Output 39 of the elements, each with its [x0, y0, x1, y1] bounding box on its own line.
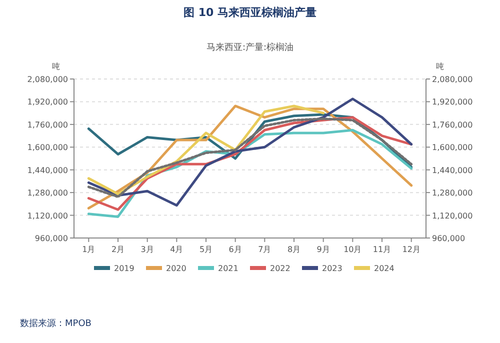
x-tick-label: 3月 — [140, 245, 154, 254]
x-tick-label: 9月 — [316, 245, 330, 254]
y-tick-label: 960,000 — [34, 234, 68, 243]
chart-subtitle: 马来西亚:产量:棕榈油 — [206, 42, 294, 53]
y-tick-label: 1,920,000 — [27, 98, 68, 107]
y2-tick-label: 1,280,000 — [432, 188, 473, 198]
y2-tick-label: 1,600,000 — [432, 143, 473, 152]
y2-tick-label: 1,120,000 — [432, 211, 473, 220]
y2-tick-label: 1,920,000 — [432, 98, 473, 107]
y2-axis-title: 吨 — [436, 62, 444, 71]
legend-label: 2021 — [218, 264, 238, 273]
x-tick-label: 11月 — [372, 245, 392, 254]
x-tick-label: 1月 — [82, 245, 96, 254]
y-axis-title: 吨 — [52, 62, 60, 71]
x-tick-label: 7月 — [258, 245, 272, 254]
chart-title: 图 10 马来西亚棕榈油产量 — [184, 6, 316, 19]
y2-tick-label: 1,760,000 — [432, 120, 473, 130]
source-note: 数据来源：MPOB — [20, 318, 92, 329]
y2-tick-label: 1,440,000 — [432, 166, 473, 175]
y-tick-label: 1,600,000 — [27, 143, 68, 152]
legend-label: 2024 — [374, 264, 394, 273]
y-tick-label: 1,440,000 — [27, 166, 68, 175]
y2-tick-label: 960,000 — [432, 234, 466, 243]
y-tick-label: 1,120,000 — [27, 211, 68, 220]
legend-label: 2022 — [270, 264, 290, 273]
y2-tick-label: 2,080,000 — [432, 75, 473, 84]
x-tick-label: 4月 — [170, 245, 184, 254]
y-tick-label: 1,280,000 — [27, 188, 68, 198]
legend-label: 2023 — [322, 264, 342, 273]
y-tick-label: 1,760,000 — [27, 120, 68, 130]
x-tick-label: 6月 — [228, 245, 242, 254]
x-tick-label: 8月 — [287, 245, 301, 254]
y-tick-label: 2,080,000 — [27, 75, 68, 84]
x-tick-label: 10月 — [344, 245, 362, 254]
x-tick-label: 5月 — [199, 245, 213, 254]
x-tick-label: 2月 — [111, 245, 125, 254]
x-tick-label: 12月 — [402, 245, 420, 254]
legend-label: 2019 — [114, 264, 134, 273]
legend-label: 2020 — [166, 264, 186, 273]
